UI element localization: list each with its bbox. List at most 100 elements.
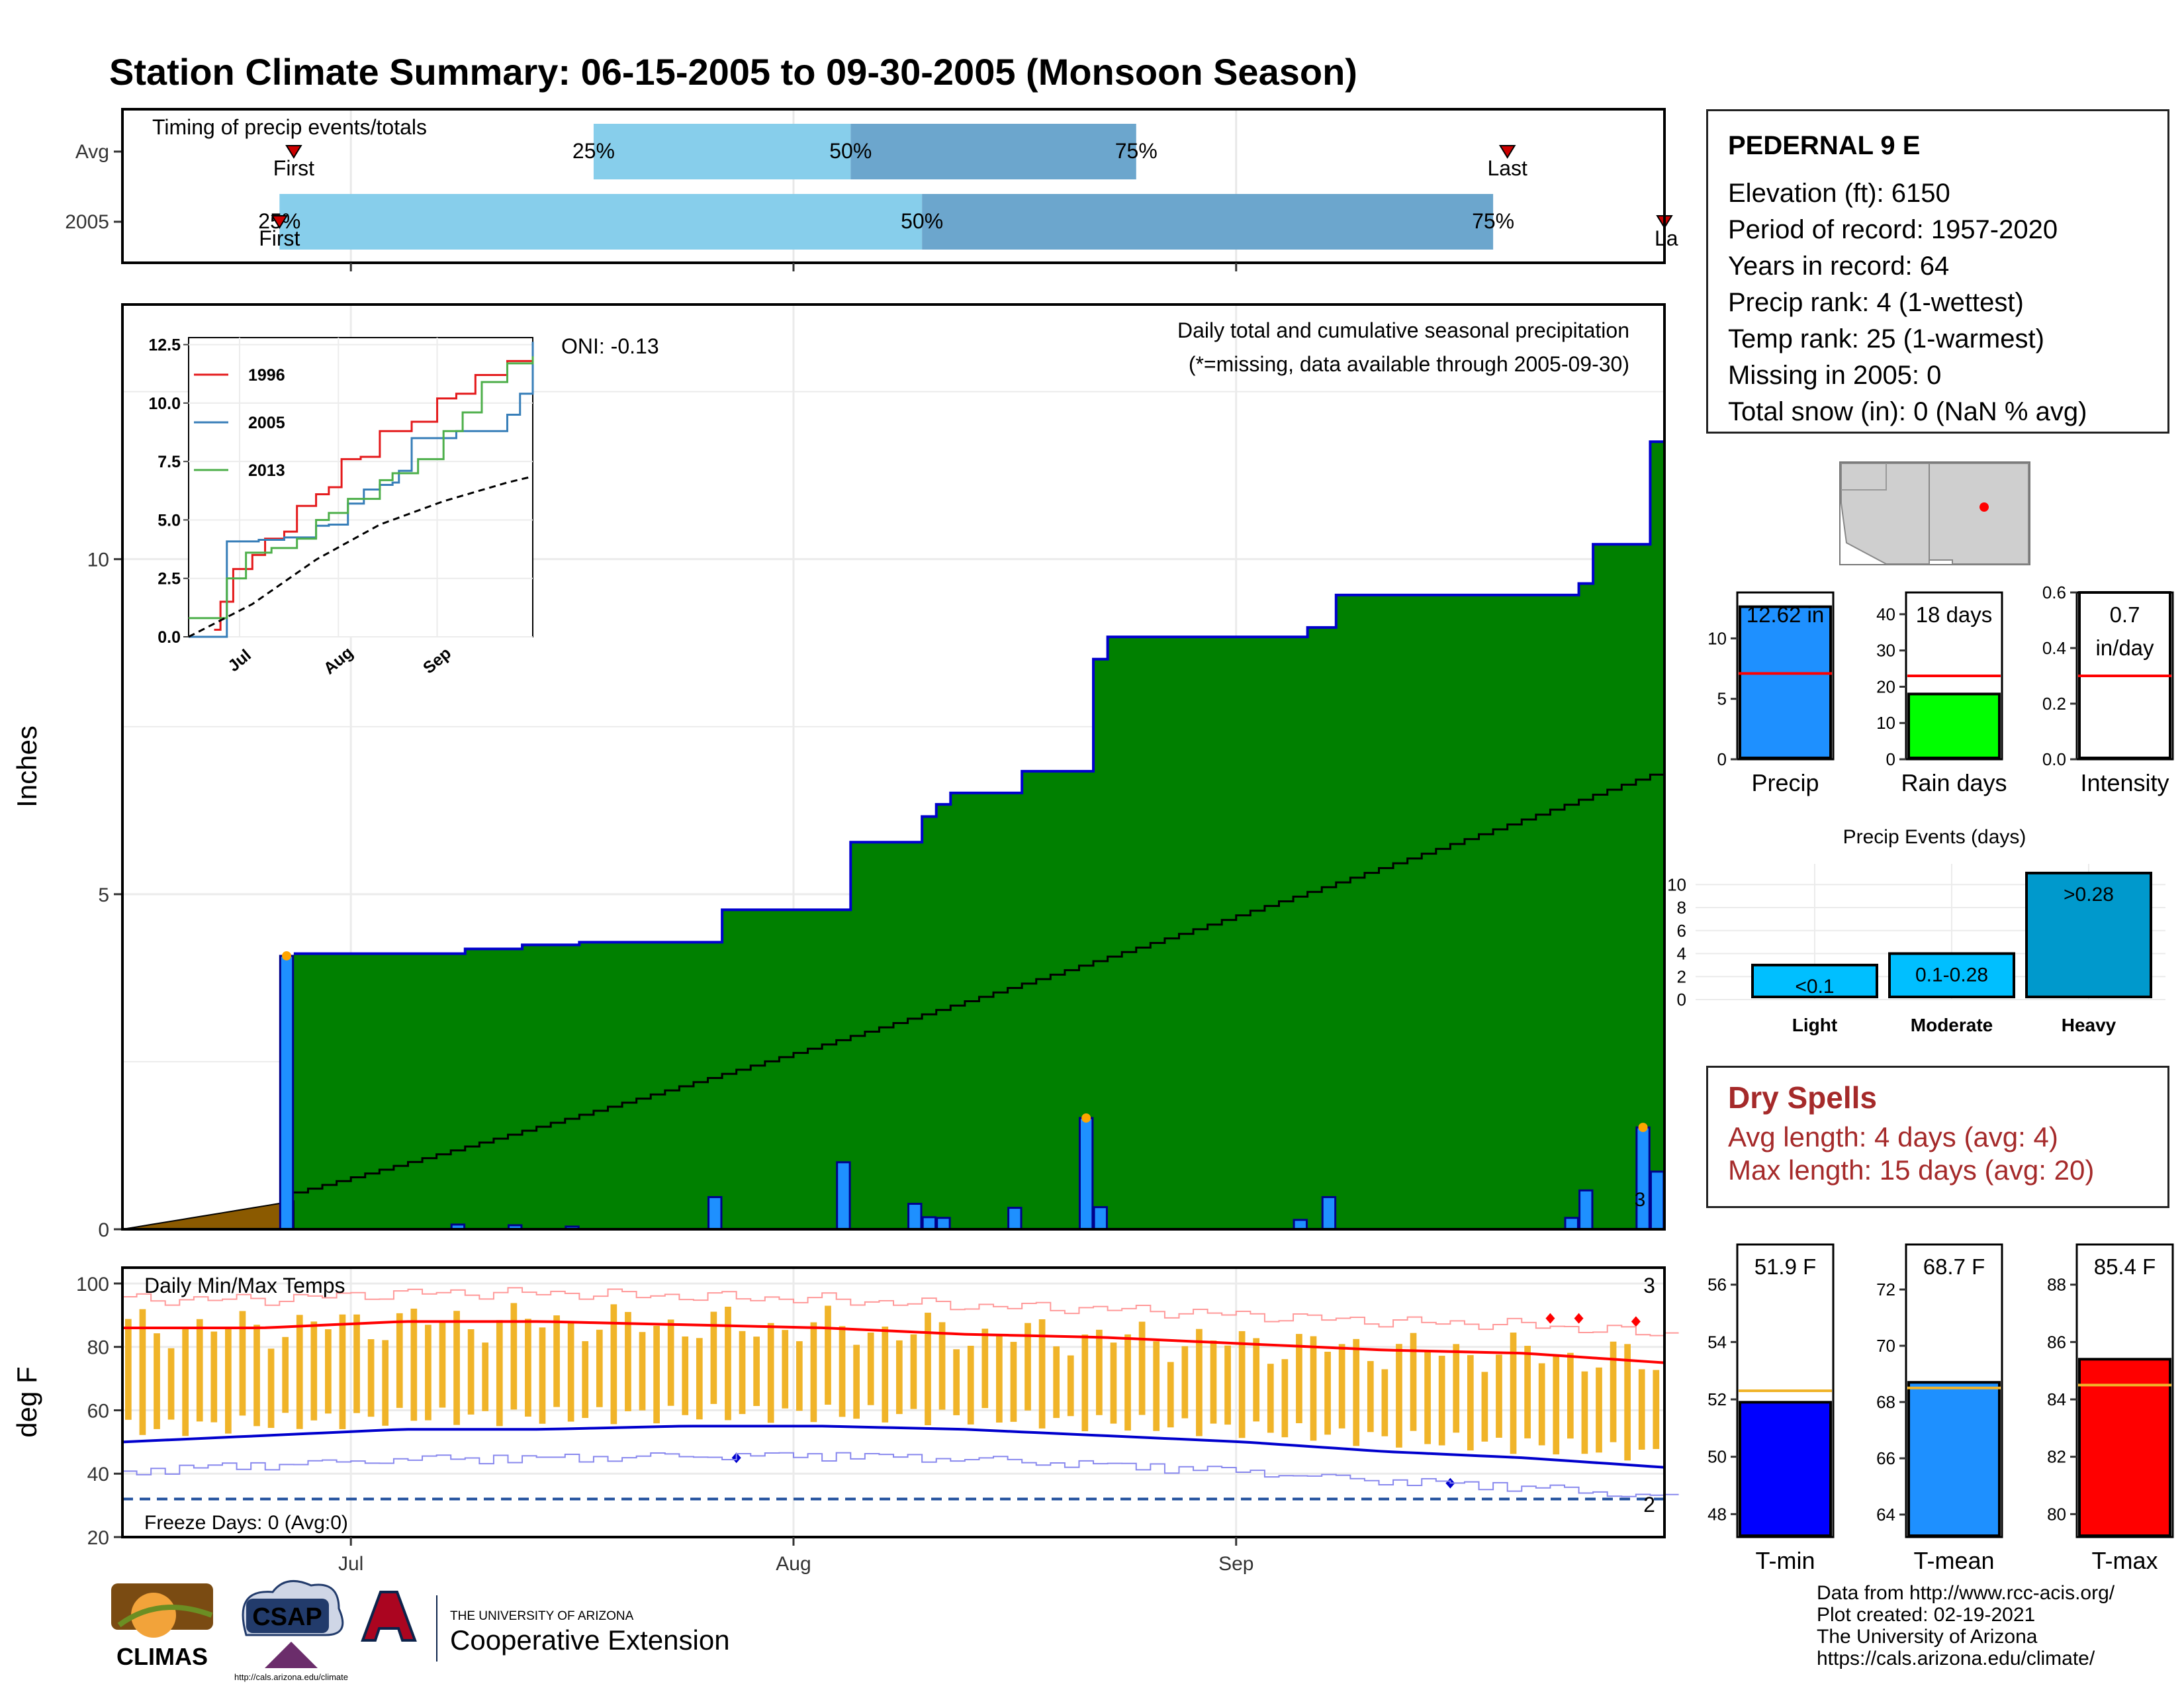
temp-bar-day-37	[653, 1325, 660, 1424]
temp-bar-day-25	[482, 1342, 489, 1411]
events-category-label: Heavy	[2062, 1015, 2116, 1035]
temp-bar-day-72	[1153, 1341, 1160, 1431]
credit-university: The University of Arizona	[1817, 1626, 2038, 1648]
precip-bar-day-106	[1635, 1126, 1651, 1231]
station-years: Years in record: 64	[1728, 252, 1950, 281]
credit-plot-date: Plot created: 02-19-2021	[1817, 1604, 2036, 1626]
temp-panel-bg	[122, 1268, 1664, 1537]
temp-bar-day-16	[353, 1314, 360, 1413]
precip-y-axis-label: Inches	[11, 726, 42, 808]
temp-bar-day-1	[139, 1309, 146, 1435]
temp-bar-day-26	[496, 1320, 503, 1427]
inset-series-2013	[189, 356, 534, 620]
summary-axis-label: Precip	[1751, 769, 1819, 796]
summary-value-label-2: in/day	[2095, 635, 2154, 660]
csap-mountain	[265, 1642, 318, 1668]
temp-panel: 20 40 60 80 100 Daily Min/Max Temps Freeze D…	[11, 1266, 1679, 1549]
dry-spells-max: Max length: 15 days (avg: 20)	[1728, 1154, 2095, 1186]
timing-bar-25-50	[593, 124, 851, 179]
events-y-tick: 6	[1677, 921, 1686, 941]
temp-bar-day-62	[1010, 1342, 1017, 1422]
temp-bar-day-23	[453, 1311, 460, 1425]
month-tick-label: Jul	[338, 1553, 363, 1575]
csap-logo: CSAP http://cals.arizona.edu/climate	[234, 1580, 348, 1682]
events-bar-Heavy	[2025, 871, 2152, 999]
freeze-days-text: Freeze Days: 0 (Avg:0)	[144, 1512, 348, 1534]
precip-panel-subtitle: (*=missing, data available through 2005-…	[1189, 352, 1629, 376]
ua-line2: Cooperative Extension	[450, 1624, 730, 1656]
temp-bar-day-106	[1638, 1369, 1645, 1450]
temp-bar-day-75	[1196, 1329, 1203, 1436]
inset-y-tick: 0.0	[158, 628, 181, 647]
first-event-label: First	[259, 226, 300, 250]
precip-record-marker	[282, 951, 292, 961]
csap-badge	[246, 1599, 329, 1633]
temp-bar-day-49	[825, 1305, 831, 1405]
summary-panel-Precip: 0 5 10 12.62 in Precip	[1707, 591, 1835, 796]
temp-bar-day-79	[1253, 1338, 1260, 1422]
temp-bar-day-17	[367, 1339, 375, 1417]
temp-bar-day-102	[1581, 1371, 1588, 1454]
temp-bar-day-10	[267, 1348, 275, 1429]
temp-bar-day-52	[867, 1333, 874, 1405]
temp-bar-day-9	[253, 1325, 260, 1427]
summary-y-tick: 0.6	[2042, 583, 2066, 602]
precip-panel-frame	[121, 303, 1666, 1231]
temp-bar-day-57	[938, 1322, 946, 1410]
summary-value-label: 85.4 F	[2094, 1254, 2156, 1279]
temp-bar-day-66	[1067, 1355, 1074, 1417]
summary-y-tick: 54	[1707, 1332, 1727, 1352]
temp-bar-day-93	[1453, 1344, 1460, 1433]
normal-cumulative-line	[293, 769, 1666, 1194]
events-bar-label: >0.28	[2064, 884, 2114, 906]
temp-bar-day-78	[1238, 1331, 1246, 1438]
temp-bar-day-80	[1267, 1364, 1274, 1433]
temp-bar-day-27	[510, 1303, 518, 1410]
precip-bar-day-50	[836, 1161, 851, 1231]
station-location-marker	[1979, 502, 1989, 512]
climas-logo: CLIMAS	[111, 1583, 213, 1670]
summary-panel-T-mean: 64 66 68 70 72 68.7 F T-mean	[1876, 1243, 2003, 1574]
temp-bar-day-42	[725, 1306, 731, 1421]
events-y-tick: 0	[1677, 990, 1686, 1009]
season-totals-charts: 0 5 10 12.62 in Precip 0 10 20 30 40 18 days Rain d…	[1707, 583, 2174, 796]
temp-bar-day-24	[467, 1329, 475, 1415]
inset-lines	[188, 342, 534, 638]
temp-y-tick: 20	[87, 1527, 109, 1549]
inset-series-Avg	[188, 475, 533, 638]
summary-value-label: 12.62 in	[1747, 602, 1824, 627]
station-missing: Missing in 2005: 0	[1728, 361, 1942, 390]
temp-bar-day-70	[1124, 1334, 1131, 1431]
record-high-marker	[1631, 1316, 1641, 1327]
events-bar-label: <0.1	[1795, 976, 1834, 998]
temp-bar-day-59	[967, 1345, 974, 1425]
events-bar-Moderate	[1888, 952, 2015, 998]
temp-y-tick: 40	[87, 1464, 109, 1485]
climas-swoosh	[117, 1605, 213, 1628]
temp-panel-frame	[121, 1266, 1666, 1538]
station-snow: Total snow (in): 0 (NaN % avg)	[1728, 397, 2087, 426]
climas-sun	[131, 1593, 176, 1638]
precip-bar-day-107	[1649, 1170, 1665, 1231]
temp-y-tick: 60	[87, 1400, 109, 1422]
temp-bar-day-12	[296, 1315, 303, 1429]
temp-bar-day-35	[625, 1311, 631, 1411]
temp-bar-day-56	[925, 1313, 931, 1425]
missing-marker-note: 3	[1635, 1189, 1646, 1211]
summary-y-tick: 48	[1707, 1504, 1727, 1524]
events-y-tick: 4	[1677, 944, 1686, 964]
summary-y-tick: 10	[1876, 713, 1895, 733]
timing-bar-50-75	[850, 124, 1136, 179]
inset-legend-label-1996: 1996	[248, 366, 285, 385]
inset-y-tick: 12.5	[148, 336, 181, 355]
precip-y-tick: 10	[87, 549, 109, 571]
summary-value-label: 51.9 F	[1754, 1254, 1817, 1279]
events-bar-Light	[1751, 963, 1878, 998]
summary-panel-T-min: 48 50 52 54 56 51.9 F T-min	[1707, 1243, 1835, 1574]
dry-spells-box: Dry Spells Avg length: 4 days (avg: 4) M…	[1706, 1066, 2169, 1208]
temp-bar-day-63	[1024, 1323, 1031, 1411]
temp-bar-day-13	[310, 1321, 318, 1421]
events-category-label: Light	[1792, 1015, 1837, 1035]
temp-bar-day-30	[553, 1315, 560, 1407]
